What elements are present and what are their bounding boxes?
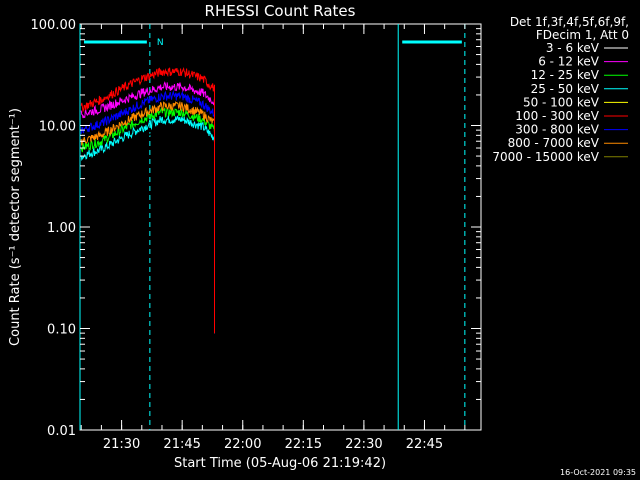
legend-entry-label: 25 - 50 keV [531,82,600,96]
legend-entry-label: 50 - 100 keV [523,95,600,109]
series-line-6-12keV [80,81,215,334]
y-tick-label: 100.00 [31,18,77,33]
x-tick-label: 22:45 [406,437,443,452]
x-axis-ticks: 21:30 21:45 22:00 22:15 22:30 22:45 [80,24,466,452]
legend-entry-label: 6 - 12 keV [538,55,600,69]
legend-entry-label: 100 - 300 keV [515,109,599,123]
x-tick-label: 21:30 [103,437,140,452]
legend-entry-label: 300 - 800 keV [515,123,599,137]
y-axis-label: Count Rate (s⁻¹ detector segment⁻¹) [8,108,23,346]
x-tick-label: 22:15 [285,437,322,452]
legend-entry-label: 7000 - 15000 keV [492,150,599,164]
series-line-800-7000keV [80,100,215,334]
night-label: N [157,38,164,48]
x-tick-label: 22:00 [224,437,261,452]
legend-entry-label: 3 - 6 keV [546,41,600,55]
series-line-300-800keV [80,89,215,334]
legend-entry-label: 12 - 25 keV [531,68,600,82]
y-axis-ticks: 0.01 0.10 1.00 10.00 100.00 [31,18,481,439]
legend: Det 1f,3f,4f,5f,6f,9f, FDecim 1, Att 0 3… [492,15,629,164]
series-lines [80,66,215,334]
y-tick-label: 1.00 [47,221,76,236]
x-axis-label: Start Time (05-Aug-06 21:19:42) [174,456,386,471]
legend-header-line-2: FDecim 1, Att 0 [536,28,629,42]
timestamp: 16-Oct-2021 09:35 [560,468,636,477]
series-line-25-50keV [80,115,215,334]
x-tick-label: 22:30 [345,437,382,452]
legend-entry-label: 800 - 7000 keV [508,136,600,150]
legend-header-line-1: Det 1f,3f,4f,5f,6f,9f, [510,15,629,29]
series-line-100-300keV [80,66,215,334]
chart-title: RHESSI Count Rates [205,2,356,20]
y-tick-label: 10.00 [39,120,76,135]
x-tick-label: 21:45 [163,437,200,452]
y-tick-label: 0.10 [47,323,76,338]
y-tick-label: 0.01 [47,424,76,439]
